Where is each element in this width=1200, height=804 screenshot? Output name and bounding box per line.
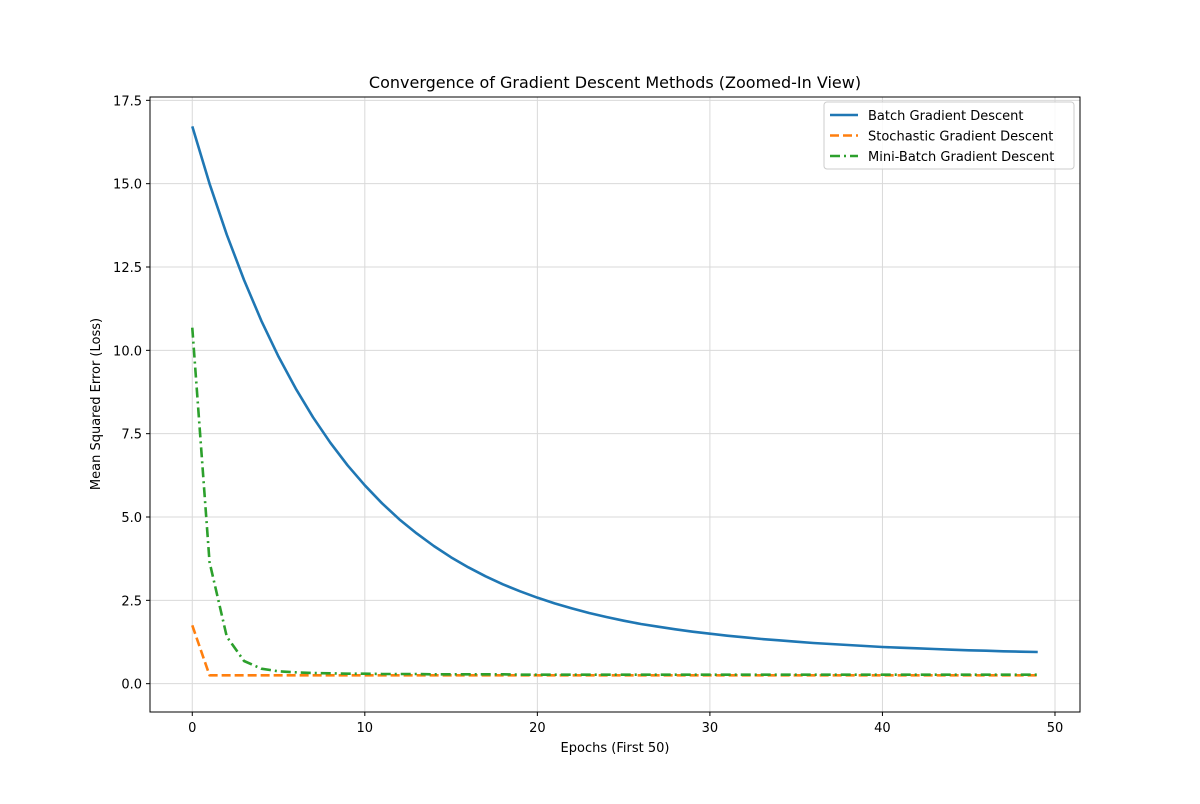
legend-box [823,101,1075,170]
x-tick-label: 10 [357,721,374,736]
chart-title: Convergence of Gradient Descent Methods … [369,73,861,92]
y-tick-label: 7.5 [121,428,142,443]
x-tick-label: 40 [874,721,891,736]
series-group [190,125,1038,677]
y-tick-label: 2.5 [121,594,142,609]
x-tick-label: 30 [702,721,719,736]
y-tick-label: 15.0 [113,178,142,193]
y-tick-label: 10.0 [113,344,142,359]
x-tick-label: 20 [529,721,546,736]
y-tick-label: 0.0 [121,678,142,693]
legend-label-batch-gradient-descent: Batch Gradient Descent [868,109,1023,124]
x-axis-label: Epochs (First 50) [561,741,670,756]
axis-ticks: 0 10 20 30 40 50 0.0 2.5 5.0 7.5 10.0 12.5 15.0 17.5 [113,94,1063,736]
legend-label-mini-batch-gradient-descent: Mini-Batch Gradient Descent [868,150,1054,165]
series-line-batch-gradient-descent [191,125,1038,654]
series-line-mini-batch-gradient-descent [190,327,1038,676]
x-tick-label: 0 [188,721,196,736]
legend: Batch Gradient Descent Stochastic Gradien… [823,101,1075,170]
y-axis-label: Mean Squared Error (Loss) [89,318,104,490]
grid [150,97,1080,712]
x-tick-label: 50 [1047,721,1064,736]
plot-area-frame [149,96,1081,713]
y-tick-label: 12.5 [113,261,142,276]
legend-label-stochastic-gradient-descent: Stochastic Gradient Descent [868,130,1053,145]
y-tick-label: 17.5 [113,94,142,109]
y-tick-label: 5.0 [121,511,142,526]
